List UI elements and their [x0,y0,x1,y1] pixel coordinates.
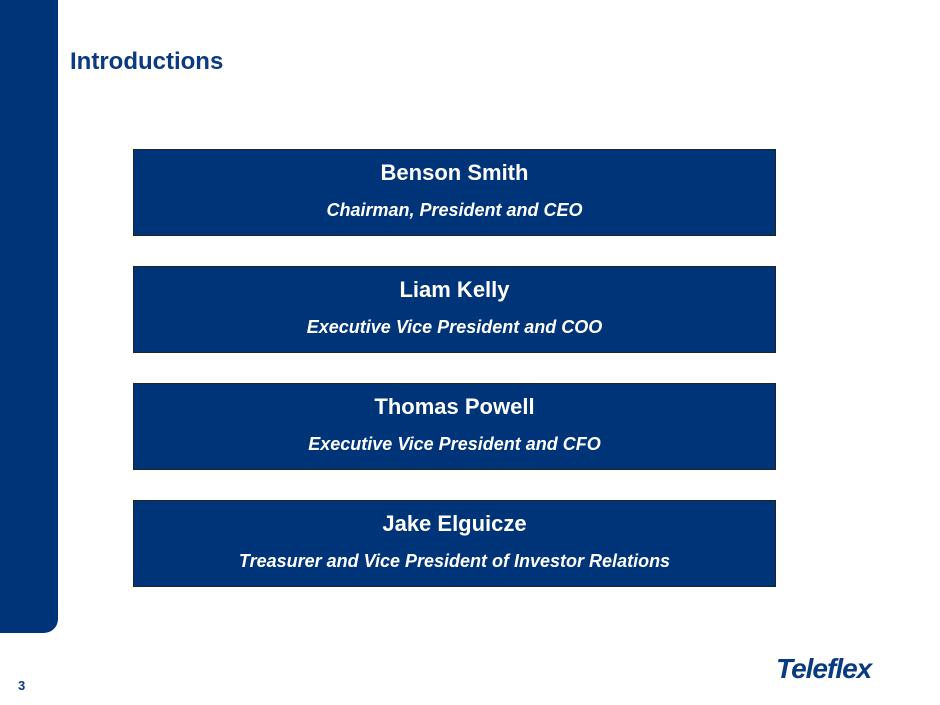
person-box: Thomas Powell Executive Vice President an… [133,383,776,470]
page-number: 3 [18,678,26,693]
title: Introductions [70,48,224,75]
person-name: Liam Kelly [399,277,510,302]
person-name: Thomas Powell [374,394,535,419]
logo: Teleflex [776,653,872,684]
person-role: Chairman, President and CEO [326,200,583,220]
person-role: Treasurer and Vice President of Investor… [238,551,671,571]
person-box: Liam Kelly Executive Vice President and C… [133,266,776,353]
person-role: Executive Vice President and CFO [308,434,601,454]
person-name: Benson Smith [380,160,529,185]
person-box: Jake Elguicze Treasurer and Vice Presiden… [133,500,776,587]
side-bar [0,0,58,633]
person-box: Benson Smith Chairman, President and CEO [133,149,776,236]
person-name: Jake Elguicze [382,511,527,536]
person-role: Executive Vice President and COO [306,317,603,337]
